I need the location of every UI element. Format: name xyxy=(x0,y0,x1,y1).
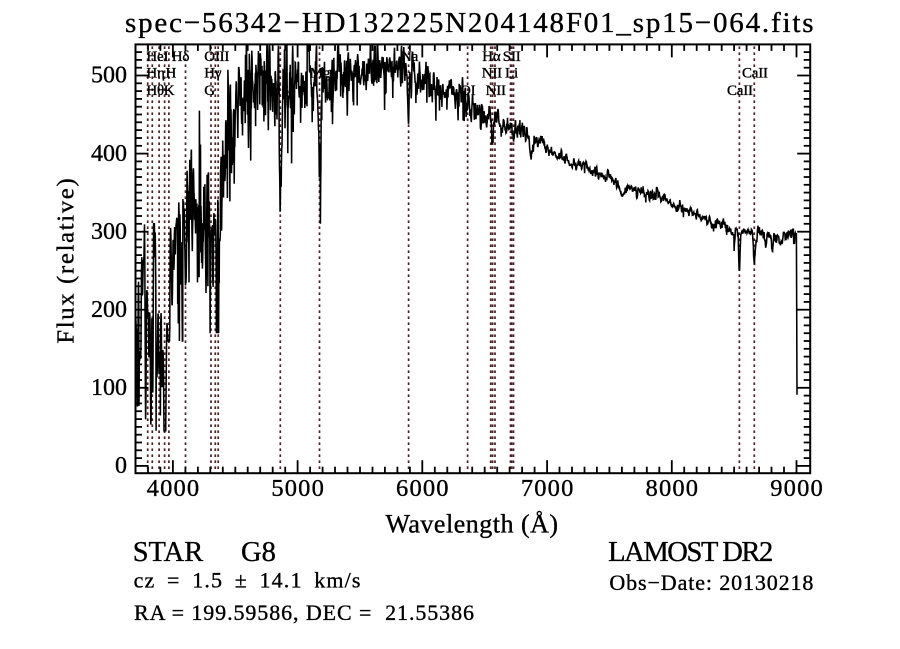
svg-text:0: 0 xyxy=(115,453,127,479)
svg-text:STAR: STAR xyxy=(133,537,204,568)
svg-text:RA = 199.59586, DEC = 21.5538: RA = 199.59586, DEC = 21.55386 xyxy=(134,600,474,625)
svg-text:Mg: Mg xyxy=(310,66,331,82)
svg-text:spec−56342−HD132225N204148F01_: spec−56342−HD132225N204148F01_sp15−064.f… xyxy=(125,7,814,39)
svg-text:NII: NII xyxy=(486,83,506,99)
svg-text:Hθ: Hθ xyxy=(146,83,164,99)
svg-text:4000: 4000 xyxy=(147,475,200,502)
svg-text:CaII: CaII xyxy=(742,66,768,82)
svg-text:H: H xyxy=(166,66,177,82)
svg-text:9000: 9000 xyxy=(770,475,823,502)
svg-text:G8: G8 xyxy=(241,537,276,568)
svg-text:Li: Li xyxy=(505,66,518,82)
svg-text:K: K xyxy=(164,83,175,99)
svg-text:5000: 5000 xyxy=(271,475,324,502)
svg-text:500: 500 xyxy=(91,63,127,89)
svg-text:Flux (relative): Flux (relative) xyxy=(53,178,80,343)
svg-text:G: G xyxy=(204,83,215,99)
svg-text:6000: 6000 xyxy=(396,475,449,502)
svg-text:Hγ: Hγ xyxy=(204,66,222,82)
svg-text:300: 300 xyxy=(91,219,127,245)
svg-text:7000: 7000 xyxy=(521,475,574,502)
svg-text:SII: SII xyxy=(503,49,521,65)
svg-text:CaII: CaII xyxy=(727,83,753,99)
svg-text:cz = 1.5 ± 14.1 km/s: cz = 1.5 ± 14.1 km/s xyxy=(134,568,361,593)
svg-text:8000: 8000 xyxy=(646,475,699,502)
svg-text:Hδ: Hδ xyxy=(172,49,190,65)
svg-text:OIII: OIII xyxy=(204,49,229,65)
svg-text:Hη: Hη xyxy=(146,66,165,82)
svg-text:Obs−Date: 20130218: Obs−Date: 20130218 xyxy=(609,570,813,595)
svg-text:Hα: Hα xyxy=(482,49,501,65)
svg-text:Na: Na xyxy=(401,49,419,65)
svg-text:LAMOST DR2: LAMOST DR2 xyxy=(608,537,773,568)
svg-text:NII: NII xyxy=(482,66,502,82)
svg-text:400: 400 xyxy=(91,141,127,167)
svg-text:100: 100 xyxy=(91,375,127,401)
svg-text:HeI: HeI xyxy=(146,49,168,65)
svg-text:200: 200 xyxy=(91,297,127,323)
svg-text:Wavelength (Å): Wavelength (Å) xyxy=(385,510,558,539)
